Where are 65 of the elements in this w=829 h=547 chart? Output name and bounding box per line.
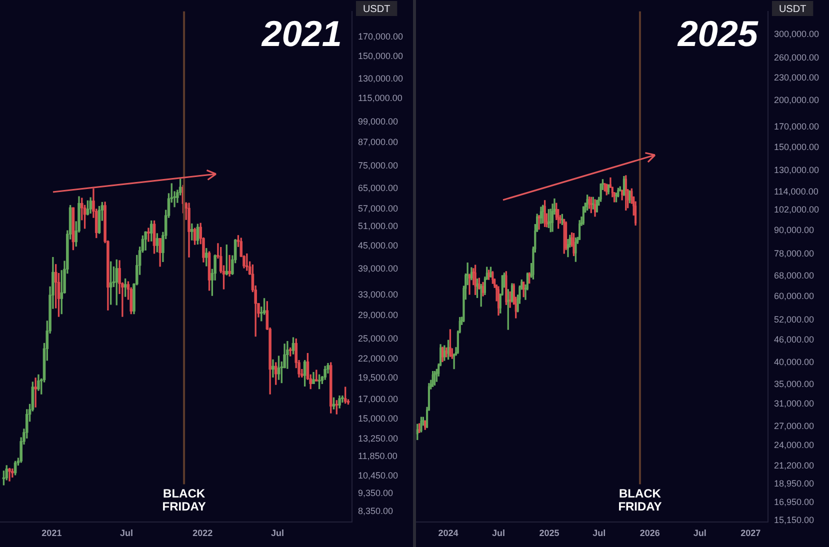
y-tick-label: 52,000.00	[774, 314, 814, 324]
y-tick-label: 78,000.00	[774, 248, 814, 258]
x-tick-label: Jul	[271, 528, 284, 538]
y-tick-label: 260,000.00	[774, 52, 820, 62]
y-tick-label: 114,000.00	[774, 186, 818, 197]
y-tick-label: 8,350.00	[358, 506, 394, 516]
x-tick-label: 2026	[640, 528, 660, 538]
y-tick-label: 230,000.00	[774, 72, 820, 82]
x-tick-label: 2025	[539, 528, 560, 538]
y-axis-title: USDT	[362, 4, 390, 15]
ref-line-label: BLACK FRIDAY	[162, 486, 206, 514]
y-tick-label: 15,150.00	[774, 515, 814, 526]
y-tick-label: 99,000.00	[358, 116, 398, 127]
x-tick-label: 2024	[438, 528, 458, 538]
y-axis-title: USDT	[778, 4, 806, 15]
y-tick-label: 33,000.00	[358, 290, 398, 300]
y-tick-label: 9,350.00	[358, 488, 394, 498]
y-tick-label: 21,200.00	[774, 460, 814, 470]
y-tick-label: 60,000.00	[774, 291, 814, 302]
y-tick-label: 19,500.00	[358, 372, 398, 382]
x-tick-label: Jul	[592, 528, 606, 538]
y-tick-label: 13,250.00	[358, 433, 398, 444]
y-tick-label: 39,000.00	[358, 263, 398, 274]
chart-title: 2025	[676, 13, 759, 54]
y-tick-label: 87,000.00	[358, 136, 398, 147]
x-tick-label: 2021	[42, 528, 62, 538]
y-tick-label: 24,000.00	[774, 440, 814, 450]
x-tick-label: 2027	[740, 528, 761, 538]
y-tick-label: 46,000.00	[774, 334, 814, 344]
y-tick-label: 65,000.00	[358, 182, 398, 193]
y-tick-label: 57,000.00	[358, 204, 398, 214]
y-tick-label: 22,000.00	[358, 353, 398, 364]
y-tick-label: 15,000.00	[358, 414, 398, 424]
y-tick-label: 75,000.00	[358, 160, 398, 170]
y-tick-label: 170,000.00	[358, 31, 404, 42]
y-tick-label: 17,000.00	[358, 394, 398, 404]
chart-title: 2021	[260, 13, 342, 54]
y-tick-label: 35,000.00	[774, 378, 814, 389]
y-tick-label: 40,000.00	[774, 357, 814, 368]
y-tick-label: 29,000.00	[358, 310, 398, 320]
y-tick-label: 115,000.00	[358, 93, 402, 104]
y-tick-label: 45,000.00	[358, 240, 398, 251]
x-tick-label: Jul	[120, 528, 134, 538]
x-tick-label: 2022	[192, 528, 213, 538]
y-tick-label: 31,000.00	[774, 398, 814, 409]
ref-line-label: BLACK FRIDAY	[618, 486, 662, 514]
y-tick-label: 25,000.00	[358, 333, 398, 344]
y-tick-label: 130,000.00	[358, 74, 404, 84]
y-tick-label: 16,950.00	[774, 496, 814, 507]
y-tick-label: 130,000.00	[774, 165, 820, 176]
x-tick-label: Jul	[492, 528, 505, 538]
y-tick-label: 102,000.00	[774, 204, 820, 215]
y-tick-label: 150,000.00	[774, 142, 820, 152]
y-tick-label: 27,000.00	[774, 421, 814, 432]
y-tick-label: 10,450.00	[358, 470, 398, 481]
y-tick-label: 51,000.00	[358, 221, 398, 232]
y-tick-label: 300,000.00	[774, 29, 820, 40]
y-tick-label: 170,000.00	[774, 122, 820, 132]
y-tick-label: 18,950.00	[774, 478, 814, 489]
x-tick-label: Jul	[693, 528, 706, 538]
y-tick-label: 150,000.00	[358, 51, 404, 62]
y-tick-label: 200,000.00	[774, 95, 820, 106]
y-tick-label: 90,000.00	[774, 225, 814, 236]
y-tick-label: 11,850.00	[358, 450, 398, 461]
y-tick-label: 68,000.00	[774, 270, 814, 281]
